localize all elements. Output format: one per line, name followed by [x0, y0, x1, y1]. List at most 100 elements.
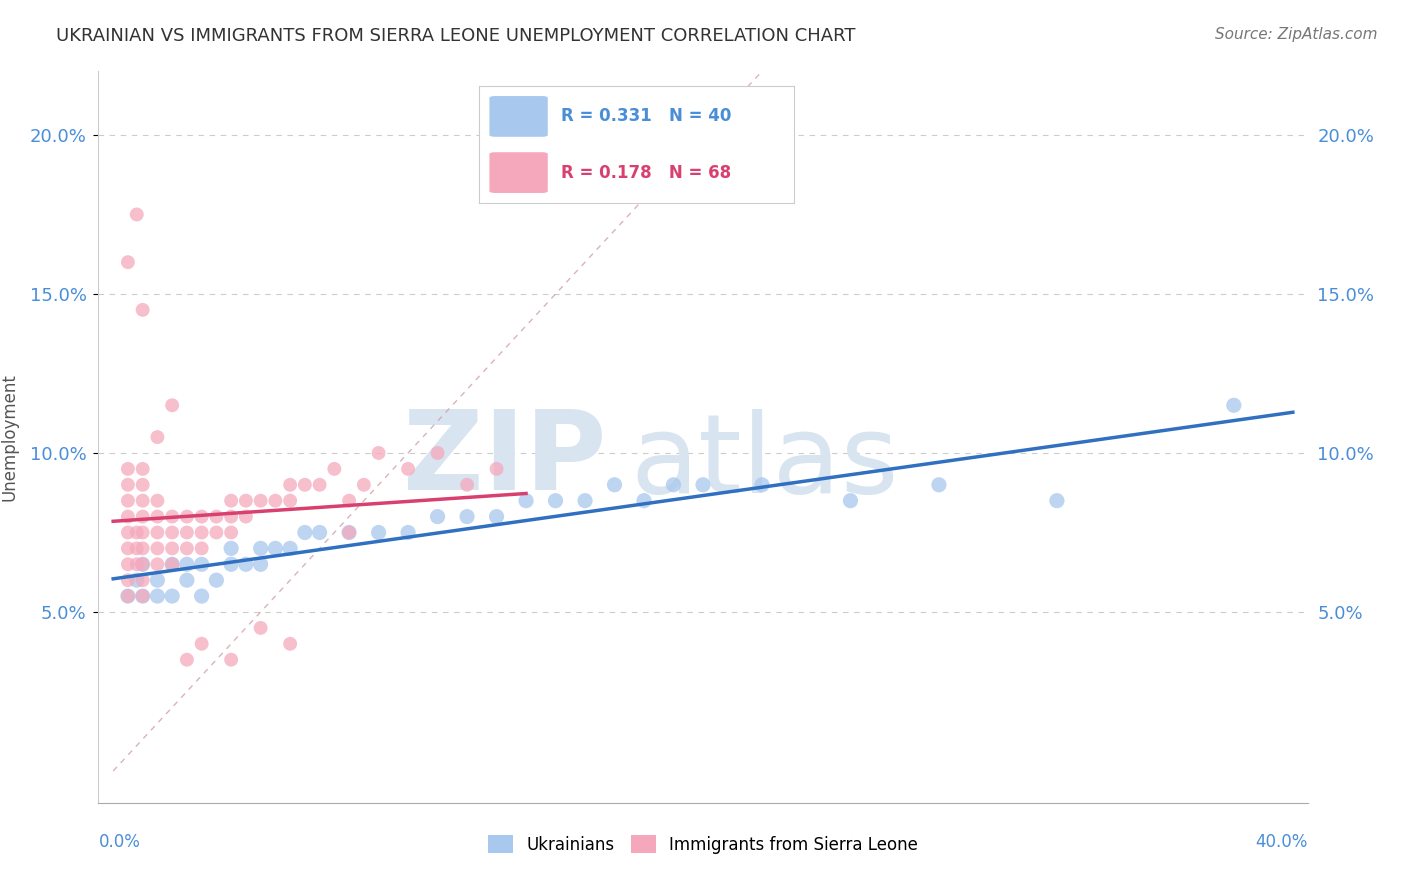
Point: [544, 493, 567, 508]
Point: [146, 430, 169, 444]
Point: [485, 509, 508, 524]
Point: [662, 477, 685, 491]
Point: [190, 525, 212, 540]
Point: [308, 477, 330, 491]
Point: [146, 541, 169, 556]
Point: [278, 637, 301, 651]
Point: [146, 525, 169, 540]
Point: [176, 573, 198, 587]
Point: [131, 462, 153, 476]
Point: [131, 558, 153, 572]
Point: [1223, 398, 1246, 412]
Point: [146, 573, 169, 587]
Point: [219, 509, 242, 524]
Point: [692, 477, 714, 491]
Point: [146, 493, 169, 508]
Text: atlas: atlas: [630, 409, 898, 516]
Point: [294, 477, 316, 491]
Point: [125, 525, 148, 540]
Point: [131, 525, 153, 540]
Point: [190, 589, 212, 603]
Point: [278, 477, 301, 491]
Point: [131, 558, 153, 572]
Point: [176, 653, 198, 667]
Point: [219, 525, 242, 540]
Point: [928, 477, 950, 491]
Point: [117, 589, 139, 603]
Point: [396, 525, 419, 540]
Point: [219, 653, 242, 667]
Point: [839, 493, 862, 508]
Point: [485, 462, 508, 476]
Point: [125, 558, 148, 572]
Point: [117, 573, 139, 587]
Text: 40.0%: 40.0%: [1256, 833, 1308, 851]
Point: [367, 525, 389, 540]
Point: [131, 493, 153, 508]
Point: [278, 493, 301, 508]
Point: [278, 541, 301, 556]
Point: [190, 509, 212, 524]
Point: [337, 525, 360, 540]
Text: ZIP: ZIP: [404, 406, 606, 513]
Text: UKRAINIAN VS IMMIGRANTS FROM SIERRA LEONE UNEMPLOYMENT CORRELATION CHART: UKRAINIAN VS IMMIGRANTS FROM SIERRA LEON…: [56, 27, 856, 45]
Point: [294, 525, 316, 540]
Y-axis label: Unemployment: Unemployment: [0, 373, 18, 501]
Point: [131, 589, 153, 603]
Point: [160, 589, 183, 603]
Text: Source: ZipAtlas.com: Source: ZipAtlas.com: [1215, 27, 1378, 42]
Point: [131, 589, 153, 603]
Point: [160, 509, 183, 524]
Point: [146, 509, 169, 524]
Point: [190, 637, 212, 651]
Point: [426, 509, 449, 524]
Point: [125, 541, 148, 556]
Point: [190, 541, 212, 556]
Point: [426, 446, 449, 460]
Point: [131, 509, 153, 524]
Point: [323, 462, 346, 476]
Point: [456, 509, 478, 524]
Point: [176, 525, 198, 540]
Point: [176, 541, 198, 556]
Point: [249, 558, 271, 572]
Point: [131, 541, 153, 556]
Point: [117, 255, 139, 269]
Point: [235, 558, 257, 572]
Point: [515, 493, 537, 508]
Point: [160, 525, 183, 540]
Point: [264, 493, 287, 508]
Point: [235, 509, 257, 524]
Point: [125, 573, 148, 587]
Point: [117, 541, 139, 556]
Point: [125, 207, 148, 221]
Point: [219, 541, 242, 556]
Point: [219, 493, 242, 508]
Point: [160, 398, 183, 412]
Point: [574, 493, 596, 508]
Point: [117, 558, 139, 572]
Point: [249, 541, 271, 556]
Point: [205, 525, 228, 540]
Point: [633, 493, 655, 508]
Point: [131, 302, 153, 317]
Point: [456, 477, 478, 491]
Point: [176, 558, 198, 572]
Point: [1046, 493, 1069, 508]
Point: [219, 558, 242, 572]
Point: [308, 525, 330, 540]
Point: [249, 621, 271, 635]
Point: [117, 477, 139, 491]
Point: [146, 558, 169, 572]
Point: [235, 493, 257, 508]
Legend: Ukrainians, Immigrants from Sierra Leone: Ukrainians, Immigrants from Sierra Leone: [481, 829, 925, 860]
Point: [131, 477, 153, 491]
Point: [117, 509, 139, 524]
Point: [264, 541, 287, 556]
Point: [176, 509, 198, 524]
Text: 0.0%: 0.0%: [98, 833, 141, 851]
Point: [751, 477, 773, 491]
Point: [603, 477, 626, 491]
Point: [117, 493, 139, 508]
Point: [160, 558, 183, 572]
